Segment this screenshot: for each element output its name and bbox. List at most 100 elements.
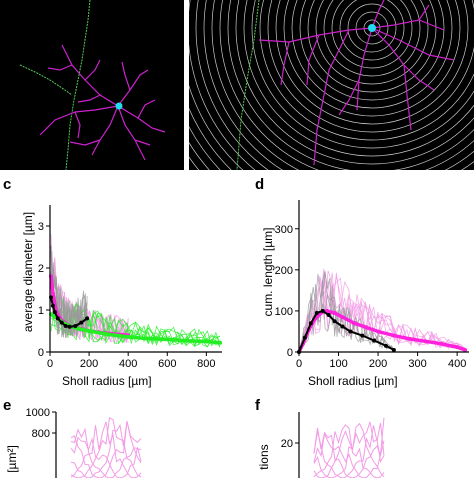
sholl-rings-image (189, 0, 474, 170)
sholl-ring (219, 0, 474, 170)
x-tick-label: 0 (47, 358, 53, 370)
chart-c: 0 200 400 600 800 0 1 2 3 (38, 205, 223, 370)
soma-marker-b (368, 24, 376, 32)
sholl-ring (347, 3, 397, 53)
data-point (126, 334, 131, 339)
data-point (55, 316, 60, 321)
data-point (348, 329, 353, 334)
chart-e-ylabel: [µm²] (5, 445, 19, 473)
chart-f-ylabel: tions (257, 444, 271, 470)
x-tick-label: 400 (119, 358, 137, 370)
data-point (376, 329, 381, 334)
y-tick-label: 0 (38, 347, 44, 359)
data-point (383, 343, 388, 348)
individual-trace (50, 278, 88, 338)
chart-d-xlabel: Sholl radius [µm] (308, 374, 398, 388)
sholl-rings (189, 0, 474, 170)
axon-trace (19, 0, 91, 170)
axon-trace-b (236, 0, 260, 170)
data-point (106, 332, 111, 337)
data-point (63, 323, 68, 328)
neuron-reconstruction-image (0, 0, 184, 170)
y-tick-label: 20 (281, 438, 293, 450)
data-point (87, 329, 92, 333)
chart-e: 800 1000 (26, 407, 142, 478)
data-point (326, 313, 331, 318)
individual-trace (298, 280, 395, 353)
sholl-ring (243, 0, 474, 157)
sholl-ring (211, 0, 474, 170)
data-point (463, 347, 468, 352)
data-point (85, 316, 90, 321)
data-point (332, 310, 337, 315)
data-point (50, 291, 55, 296)
sholl-ring (339, 0, 405, 61)
y-tick-label: 2 (38, 263, 44, 275)
individual-trace (313, 432, 385, 478)
sholl-ring (355, 11, 389, 45)
sholl-ring (251, 0, 474, 149)
data-point (204, 339, 209, 344)
data-point (352, 321, 357, 326)
data-point (360, 333, 365, 338)
panel-letter-f: f (255, 397, 260, 414)
mean-series-line (50, 297, 88, 328)
sholl-rings-svg (189, 0, 474, 170)
y-tick-label: 300 (275, 224, 293, 236)
individual-trace (70, 421, 142, 478)
data-point (423, 339, 428, 344)
data-point (73, 323, 78, 328)
y-tick-label: 1 (38, 305, 44, 317)
x-tick-label: 800 (197, 358, 215, 370)
data-point (372, 338, 377, 343)
panel-letter-c: c (3, 176, 12, 193)
x-tick-label: 600 (158, 358, 176, 370)
chart-d-ylabel: cum. length [µm] (261, 227, 275, 317)
data-point (184, 338, 189, 343)
sholl-ring (323, 0, 421, 77)
individual-trace (70, 417, 142, 478)
sholl-ring (195, 0, 269, 170)
x-tick-label: 0 (296, 358, 302, 370)
sholl-ring (259, 0, 474, 141)
neuron-reconstruction-svg (19, 0, 166, 170)
data-point (320, 308, 325, 313)
sholl-ring (283, 0, 461, 117)
x-tick-label: 100 (329, 358, 347, 370)
individual-trace (70, 421, 142, 478)
y-tick-label: 200 (275, 265, 293, 277)
sholl-ring (203, 0, 474, 170)
individual-trace (70, 436, 142, 478)
x-tick-label: 400 (448, 358, 466, 370)
data-point (340, 324, 345, 329)
data-point (391, 347, 396, 352)
sholl-ring (291, 0, 453, 109)
data-point (52, 310, 57, 315)
x-tick-label: 200 (80, 358, 98, 370)
sholl-ring (227, 0, 474, 170)
y-tick-label: 0 (287, 347, 293, 359)
data-point (51, 314, 56, 319)
sholl-ring (363, 19, 381, 37)
sholl-ring (307, 0, 437, 93)
y-tick-label: 100 (275, 306, 293, 318)
x-tick-label: 300 (408, 358, 426, 370)
individual-trace (70, 421, 142, 478)
individual-trace (50, 299, 221, 348)
y-tick-label: 1000 (26, 407, 50, 419)
panel-letter-e: e (3, 397, 12, 414)
data-point (407, 336, 412, 341)
sholl-ring (331, 0, 413, 69)
data-point (308, 321, 313, 326)
chart-f: 20 (281, 412, 385, 478)
sholl-ring (267, 0, 474, 133)
chart-c-ylabel: average diameter [µm] (21, 211, 35, 333)
chart-c-xlabel: Sholl radius [µm] (62, 374, 152, 388)
sholl-ring (299, 0, 445, 101)
data-point (59, 320, 64, 325)
data-point (391, 333, 396, 338)
soma-marker (115, 102, 123, 110)
y-tick-label: 3 (38, 221, 44, 233)
data-point (77, 326, 82, 331)
x-tick-label: 200 (369, 358, 387, 370)
